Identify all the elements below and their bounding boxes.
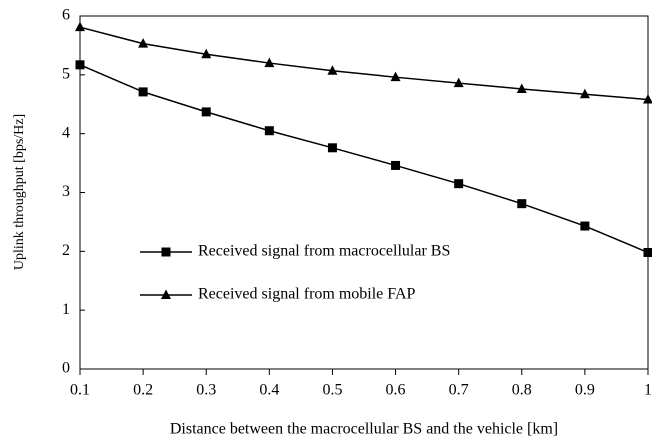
x-tick-label: 0.9	[575, 382, 595, 399]
x-axis-label: Distance between the macrocellular BS an…	[170, 421, 558, 438]
legend-label: Received signal from mobile FAP	[198, 286, 416, 303]
marker	[516, 83, 527, 93]
marker	[75, 21, 85, 32]
series-line	[79, 26, 649, 101]
marker	[201, 48, 212, 59]
legend-marker	[161, 289, 171, 299]
marker	[138, 87, 148, 97]
y-tick-label: 6	[62, 7, 70, 24]
x-tick-label: 0.2	[133, 382, 153, 399]
marker	[517, 199, 527, 209]
marker	[327, 143, 337, 153]
marker	[390, 71, 401, 82]
legend-label: Received signal from macrocellular BS	[198, 243, 450, 260]
marker	[264, 57, 275, 68]
y-tick-label: 2	[62, 242, 70, 259]
y-tick-label: 4	[62, 124, 70, 141]
marker	[138, 38, 149, 48]
y-axis-label: Uplink throughput [bps/Hz]	[12, 114, 27, 270]
marker	[75, 60, 85, 70]
marker	[327, 65, 338, 75]
x-tick-label: 0.6	[386, 382, 406, 399]
x-tick-label: 0.5	[322, 382, 342, 399]
x-tick-label: 0.3	[196, 382, 216, 399]
marker	[454, 179, 464, 189]
marker	[264, 126, 274, 136]
y-tick-label: 5	[62, 66, 70, 83]
y-tick-label: 1	[62, 301, 70, 318]
marker	[453, 77, 464, 88]
marker	[579, 88, 590, 99]
y-tick-label: 0	[62, 360, 70, 377]
plot-frame	[79, 15, 649, 370]
x-tick-label: 0.4	[259, 382, 279, 399]
y-tick-label: 3	[62, 183, 70, 200]
series-line	[79, 64, 649, 254]
x-tick-label: 0.7	[449, 382, 469, 399]
x-tick-label: 1	[644, 382, 652, 399]
legend-marker	[161, 247, 171, 257]
x-tick-label: 0.1	[70, 382, 90, 399]
marker	[391, 160, 401, 170]
marker	[643, 248, 652, 258]
marker	[580, 221, 590, 231]
marker	[201, 107, 211, 117]
marker	[643, 94, 652, 104]
x-tick-label: 0.8	[512, 382, 532, 399]
